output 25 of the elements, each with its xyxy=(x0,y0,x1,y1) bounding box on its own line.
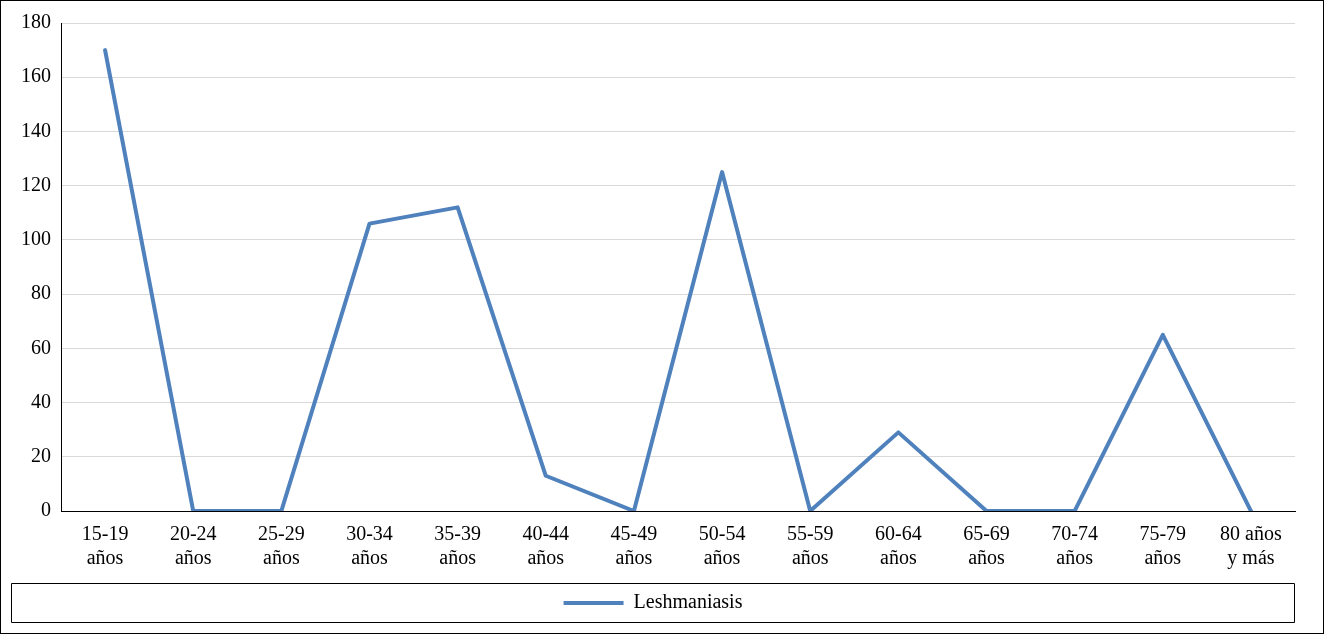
x-tick-label: 70-74 años xyxy=(1051,522,1098,569)
x-tick-label: 60-64 años xyxy=(875,522,922,569)
y-tick-label: 40 xyxy=(31,389,51,412)
x-tick-label: 25-29 años xyxy=(258,522,305,569)
y-tick-label: 20 xyxy=(31,444,51,467)
x-tick-label: 35-39 años xyxy=(434,522,481,569)
x-tick-label: 45-49 años xyxy=(610,522,658,569)
x-tick-label: 30-34 años xyxy=(346,522,393,569)
y-tick-label: 120 xyxy=(21,172,51,195)
y-tick-label: 180 xyxy=(21,10,51,33)
x-tick-label: 75-79 años xyxy=(1139,522,1187,569)
y-tick-label: 60 xyxy=(31,335,51,358)
x-tick-label: 15-19 años xyxy=(81,522,129,569)
y-tick-label: 160 xyxy=(21,64,51,87)
y-tick-label: 80 xyxy=(31,281,51,304)
x-tick-label: 20-24 años xyxy=(169,522,217,569)
x-tick-label: 55-59 años xyxy=(786,522,834,569)
y-tick-label: 0 xyxy=(41,498,51,521)
x-tick-label: 80 años y más xyxy=(1220,522,1282,570)
x-tick-label: 65-69 años xyxy=(963,522,1010,569)
legend-label: Leshmaniasis xyxy=(633,590,743,613)
y-tick-label: 100 xyxy=(21,227,51,250)
y-tick-label: 140 xyxy=(21,118,51,141)
x-tick-label: 40-44 años xyxy=(522,522,570,569)
x-tick-label: 50-54 años xyxy=(698,522,746,569)
